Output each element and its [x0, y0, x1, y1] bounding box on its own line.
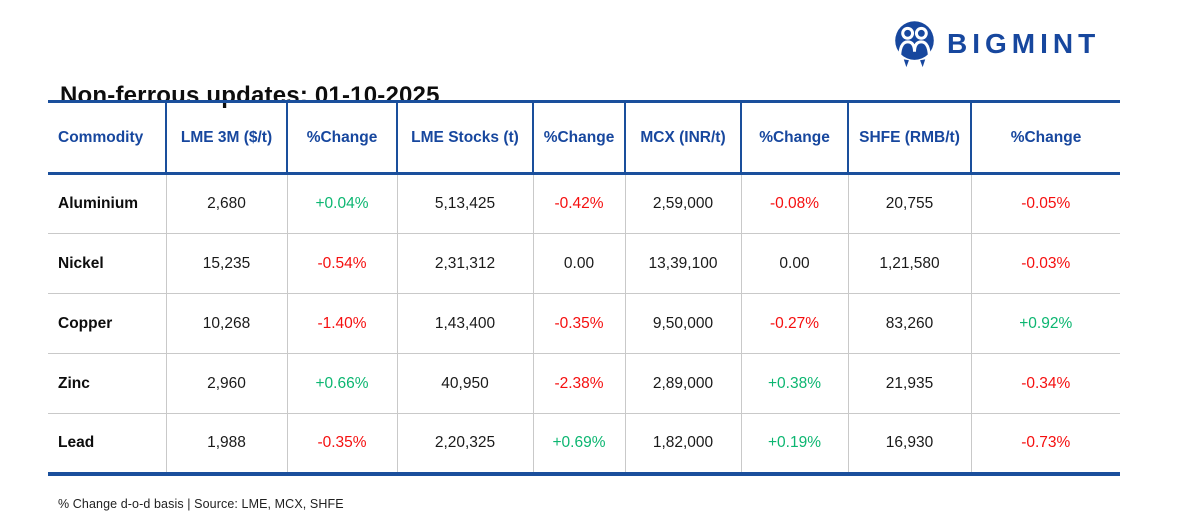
lme-3m-change: +0.04% — [287, 173, 398, 234]
commodity-name: Aluminium — [48, 173, 167, 234]
lme-3m-change: -0.54% — [287, 233, 398, 294]
col-header-shfe-change: %Change — [971, 101, 1120, 175]
col-header-commodity: Commodity — [48, 101, 167, 175]
col-header-shfe: SHFE (RMB/t) — [848, 101, 972, 175]
shfe-change: -0.05% — [971, 173, 1120, 234]
mcx-value: 13,39,100 — [625, 233, 742, 294]
shfe-value: 1,21,580 — [848, 233, 972, 294]
table-header: Commodity LME 3M ($/t) %Change LME Stock… — [48, 101, 1120, 175]
lme-stocks-change: +0.69% — [533, 413, 626, 474]
mcx-value: 2,59,000 — [625, 173, 742, 234]
commodity-name: Lead — [48, 413, 167, 474]
mcx-value: 9,50,000 — [625, 293, 742, 354]
col-header-lme-3m-change: %Change — [287, 101, 398, 175]
table-row: Nickel 15,235 -0.54% 2,31,312 0.00 13,39… — [48, 233, 1120, 294]
lme-3m-value: 10,268 — [166, 293, 288, 354]
col-header-mcx: MCX (INR/t) — [625, 101, 742, 175]
shfe-change: -0.34% — [971, 353, 1120, 414]
lme-stocks-change: 0.00 — [533, 233, 626, 294]
lme-3m-value: 2,960 — [166, 353, 288, 414]
header-row: Commodity LME 3M ($/t) %Change LME Stock… — [48, 101, 1120, 175]
bigmint-logo-icon — [895, 21, 934, 68]
lme-stocks-value: 40,950 — [397, 353, 534, 414]
mcx-value: 1,82,000 — [625, 413, 742, 474]
brand-name: BIGMINT — [947, 28, 1101, 59]
shfe-value: 16,930 — [848, 413, 972, 474]
col-header-mcx-change: %Change — [741, 101, 849, 175]
lme-3m-change: +0.66% — [287, 353, 398, 414]
table-row: Aluminium 2,680 +0.04% 5,13,425 -0.42% 2… — [48, 173, 1120, 234]
mcx-change: +0.38% — [741, 353, 849, 414]
shfe-value: 83,260 — [848, 293, 972, 354]
shfe-change: +0.92% — [971, 293, 1120, 354]
shfe-value: 21,935 — [848, 353, 972, 414]
mcx-value: 2,89,000 — [625, 353, 742, 414]
col-header-lme-3m: LME 3M ($/t) — [166, 101, 288, 175]
lme-stocks-change: -2.38% — [533, 353, 626, 414]
col-header-lme-stocks-change: %Change — [533, 101, 626, 175]
lme-3m-change: -1.40% — [287, 293, 398, 354]
footer-note: % Change d-o-d basis | Source: LME, MCX,… — [58, 497, 344, 511]
col-header-lme-stocks: LME Stocks (t) — [397, 101, 534, 175]
commodity-name: Nickel — [48, 233, 167, 294]
table-row: Copper 10,268 -1.40% 1,43,400 -0.35% 9,5… — [48, 293, 1120, 354]
bigmint-logo: BIGMINT — [893, 20, 1100, 68]
mcx-change: -0.08% — [741, 173, 849, 234]
lme-stocks-value: 1,43,400 — [397, 293, 534, 354]
lme-3m-value: 2,680 — [166, 173, 288, 234]
lme-stocks-value: 2,31,312 — [397, 233, 534, 294]
commodity-price-table: Commodity LME 3M ($/t) %Change LME Stock… — [48, 100, 1120, 476]
commodity-name: Copper — [48, 293, 167, 354]
shfe-value: 20,755 — [848, 173, 972, 234]
table-row: Zinc 2,960 +0.66% 40,950 -2.38% 2,89,000… — [48, 353, 1120, 414]
mcx-change: +0.19% — [741, 413, 849, 474]
lme-3m-value: 15,235 — [166, 233, 288, 294]
table-body: Aluminium 2,680 +0.04% 5,13,425 -0.42% 2… — [48, 173, 1120, 474]
table-row: Lead 1,988 -0.35% 2,20,325 +0.69% 1,82,0… — [48, 413, 1120, 474]
shfe-change: -0.03% — [971, 233, 1120, 294]
lme-3m-change: -0.35% — [287, 413, 398, 474]
shfe-change: -0.73% — [1021, 433, 1071, 451]
lme-3m-value: 1,988 — [166, 413, 288, 474]
lme-stocks-change: -0.35% — [533, 293, 626, 354]
lme-stocks-value: 2,20,325 — [397, 413, 534, 474]
lme-stocks-change: -0.42% — [533, 173, 626, 234]
mcx-change: -0.27% — [741, 293, 849, 354]
commodity-name: Zinc — [48, 353, 167, 414]
mcx-change: 0.00 — [741, 233, 849, 294]
lme-stocks-value: 5,13,425 — [397, 173, 534, 234]
